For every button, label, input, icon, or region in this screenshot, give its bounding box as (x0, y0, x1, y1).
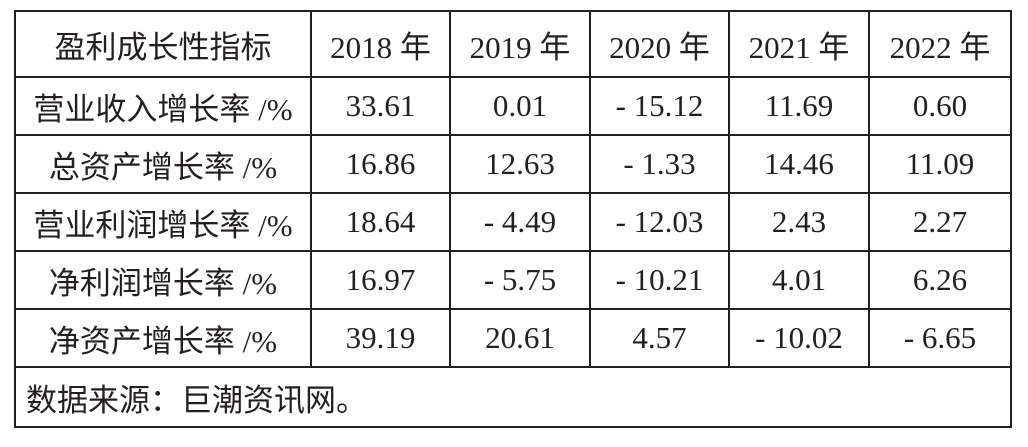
table-cell: 4.01 (728, 250, 870, 310)
table-cell: 2.43 (728, 192, 870, 252)
header-row: 盈利成长性指标 2018 年 2019 年 2020 年 2021 年 2022 年 (14, 10, 1012, 78)
source-note: 数据来源：巨潮资讯网。 (14, 366, 1012, 428)
table-cell: - 5.75 (449, 250, 591, 310)
table-cell: 2.27 (868, 192, 1012, 252)
table-cell: - 15.12 (589, 76, 730, 136)
table-cell: - 12.03 (589, 192, 730, 252)
row-label: 总资产增长率 /% (14, 134, 312, 194)
table-cell: 4.57 (589, 308, 730, 368)
table-cell: - 4.49 (449, 192, 591, 252)
table-cell: 20.61 (449, 308, 591, 368)
table-row: 净资产增长率 /% 39.19 20.61 4.57- 10.02- 6.65 (14, 308, 1012, 368)
table-cell: 33.61 (310, 76, 451, 136)
source-row: 数据来源：巨潮资讯网。 (14, 366, 1012, 428)
table-cell: 14.46 (728, 134, 870, 194)
header-cell: 2021 年 (728, 10, 870, 78)
header-cell: 2018 年 (310, 10, 451, 78)
table-row: 营业收入增长率 /% 33.61 0.01- 15.12 11.69 0.60 (14, 76, 1012, 136)
table-cell: 0.60 (868, 76, 1012, 136)
table-cell: - 6.65 (868, 308, 1012, 368)
table-cell: 12.63 (449, 134, 591, 194)
table-row: 营业利润增长率 /% 18.64- 4.49- 12.03 2.43 2.27 (14, 192, 1012, 252)
table-cell: 16.86 (310, 134, 451, 194)
table-cell: 39.19 (310, 308, 451, 368)
table-cell: 6.26 (868, 250, 1012, 310)
row-label: 净资产增长率 /% (14, 308, 312, 368)
table-cell: 0.01 (449, 76, 591, 136)
table-row: 净利润增长率 /% 16.97- 5.75- 10.21 4.01 6.26 (14, 250, 1012, 310)
data-table: 盈利成长性指标 2018 年 2019 年 2020 年 2021 年 2022 年营业收… (14, 10, 1012, 428)
table-body: 盈利成长性指标 2018 年 2019 年 2020 年 2021 年 2022 年营业收… (14, 10, 1012, 428)
table-cell: - 10.21 (589, 250, 730, 310)
table-cell: 11.09 (868, 134, 1012, 194)
table-cell: 18.64 (310, 192, 451, 252)
row-label: 营业利润增长率 /% (14, 192, 312, 252)
row-label: 营业收入增长率 /% (14, 76, 312, 136)
row-label: 净利润增长率 /% (14, 250, 312, 310)
header-cell: 2020 年 (589, 10, 730, 78)
table-cell: 11.69 (728, 76, 870, 136)
table-cell: - 10.02 (728, 308, 870, 368)
table-cell: 16.97 (310, 250, 451, 310)
table-cell: - 1.33 (589, 134, 730, 194)
header-cell: 盈利成长性指标 (14, 10, 312, 78)
header-cell: 2019 年 (449, 10, 591, 78)
header-cell: 2022 年 (868, 10, 1012, 78)
table-row: 总资产增长率 /% 16.86 12.63- 1.33 14.46 11.09 (14, 134, 1012, 194)
